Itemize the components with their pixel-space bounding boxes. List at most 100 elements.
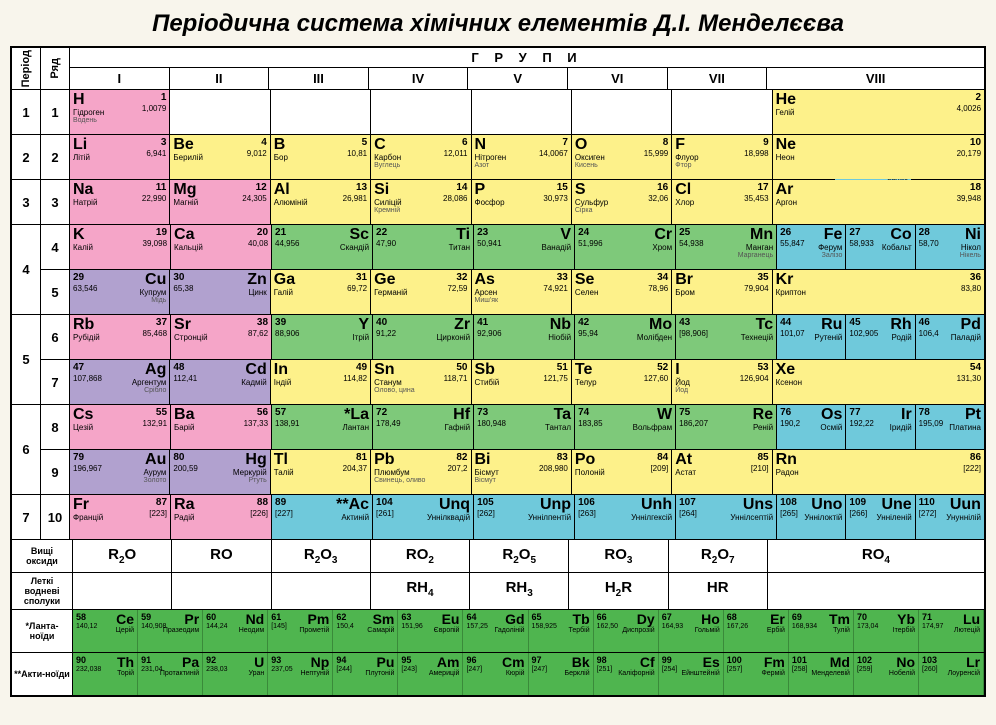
oxides-row: Вищі оксиди R2OROR2O3RO2R2O5RO3R2O7RO4 [12,540,984,573]
element-Am: 95[243]AmАмерицій [398,653,463,695]
element-At: At85[210]Астат [672,450,772,494]
element-Ni: Ni2858,70НіколНікель [916,225,984,269]
element-mass: 15,999 [644,149,668,158]
element-mass: [223] [149,509,167,518]
element-mass: 207,2 [447,464,467,473]
element-In: In49114,82Індій [271,360,371,404]
element-Ne: Ne1020,179Неон [773,135,984,179]
element-Ga: Ga3169,72Галій [271,270,371,314]
element-number: 88 [257,497,268,508]
element-Th: 90232,038ThТорій [73,653,138,695]
row-cell: 6 [41,315,70,359]
element-mass: 65,38 [173,284,193,293]
element-mass: 74,921 [543,284,567,293]
element-mass: 101,07 [780,329,804,338]
element-mass: [209] [650,464,668,473]
element-Sb: Sb51121,75Стибій [472,360,572,404]
element-Re: Re75186,207Реній [676,405,777,449]
element-number: 83 [557,452,568,463]
element-He: He24,0026Гелій [773,90,984,134]
element-alt-name: Залізо [780,252,842,259]
element-number: 1 [161,92,167,103]
element-Unh: Unh106[263]Уннілгексій [575,495,676,539]
element-number: 89 [275,497,286,508]
element-number: 29 [73,272,84,283]
element-number: 41 [477,317,488,328]
formula-cell [272,573,371,609]
element-Fe: Fe2655,847ФерумЗалізо [777,225,846,269]
period-cell: 1 [12,90,41,134]
periodic-table: Порядковий номер Символ елемента Атомна … [10,46,986,697]
element-**Ac: **Ac89[227]Актиній [272,495,373,539]
element-Rn: Rn86[222]Радон [773,450,984,494]
element-Y: Y3988,906Ітрій [272,315,373,359]
element-Os: Os76190,2Осмій [777,405,846,449]
element-number: 2 [975,92,981,103]
element-number: 15 [557,182,568,193]
element-number: 9 [763,137,769,148]
groups-label: Г Р У П И [70,48,984,68]
element-Zn: Zn3065,38Цинк [170,270,270,314]
element-number: 79 [73,452,84,463]
element-mass: 195,09 [919,419,943,428]
element-number: 109 [849,497,866,508]
element-mass: 39,098 [143,239,167,248]
period-row: 710Fr87[223]ФранційRa88[226]Радій**Ac89[… [12,495,984,540]
element-Gd: 64157,25GdГадоліній [463,610,528,652]
element-mass: 79,904 [744,284,768,293]
element-mass: 20,179 [957,149,981,158]
element-alt-name: Кисень [575,162,668,169]
element-mass: [272] [919,509,937,518]
element-name: Ксенон [776,379,981,387]
lanthanides-label: *Ланта-ноїди [12,610,73,652]
element-As: As3374,921АрсенМиш'як [472,270,572,314]
element-mass: 138,91 [275,419,299,428]
actinides-label: **Акти-ноїди [12,653,73,695]
element-mass: 10,81 [347,149,367,158]
element-Ce: 58140,12CeЦерій [73,610,138,652]
element-alt-name: Срібло [73,387,166,394]
element-Unp: Unp105[262]Уннілпентій [474,495,575,539]
element-number: 20 [257,227,268,238]
element-symbol: Ar [776,182,981,198]
element-number: 36 [970,272,981,283]
element-number: 5 [362,137,368,148]
element-Br: Br3579,904Бром [672,270,772,314]
element-mass: [262] [477,509,495,518]
element-mass: [264] [679,509,697,518]
element-mass: 40,08 [248,239,268,248]
row-cell: 4 [41,225,70,269]
row-cell: 1 [41,90,70,134]
element-mass: 39,948 [957,194,981,203]
element-number: 104 [376,497,393,508]
element-alt-name: Фтор [675,162,768,169]
element-number: 22 [376,227,387,238]
element-Nb: Nb4192,906Ніобій [474,315,575,359]
element-alt-name: Олово, цина [374,387,467,394]
element-Ru: Ru44101,07Рутеній [777,315,846,359]
element-mass: 186,207 [679,419,708,428]
group-headers: IIIIIIIVVVIVIIVIII [70,68,984,89]
element-number: 13 [356,182,367,193]
row-cell: 8 [41,405,70,449]
element-alt-name: Нікель [919,252,981,259]
element-mass: 92,906 [477,329,501,338]
element-mass: [226] [250,509,268,518]
element-mass: 69,72 [347,284,367,293]
element-Cm: 96[247]CmКюрій [463,653,528,695]
element-Uun: Uun110[272]Унуннілій [916,495,984,539]
element-number: 30 [173,272,184,283]
element-number: 85 [758,452,769,463]
period-row: 44K1939,098КалійCa2040,08КальційSc2144,9… [12,225,984,315]
element-mass: 88,906 [275,329,299,338]
element-number: 40 [376,317,387,328]
element-alt-name: Водень [73,117,166,124]
empty-cell [170,90,270,134]
element-Tb: 65158,925TbТербій [529,610,594,652]
element-mass: 1,0079 [142,104,166,113]
element-*La: *La57138,91Лантан [272,405,373,449]
element-number: 39 [275,317,286,328]
element-mass: 121,75 [543,374,567,383]
element-U: 92238,03UУран [203,653,268,695]
element-symbol: Ne [776,137,981,153]
